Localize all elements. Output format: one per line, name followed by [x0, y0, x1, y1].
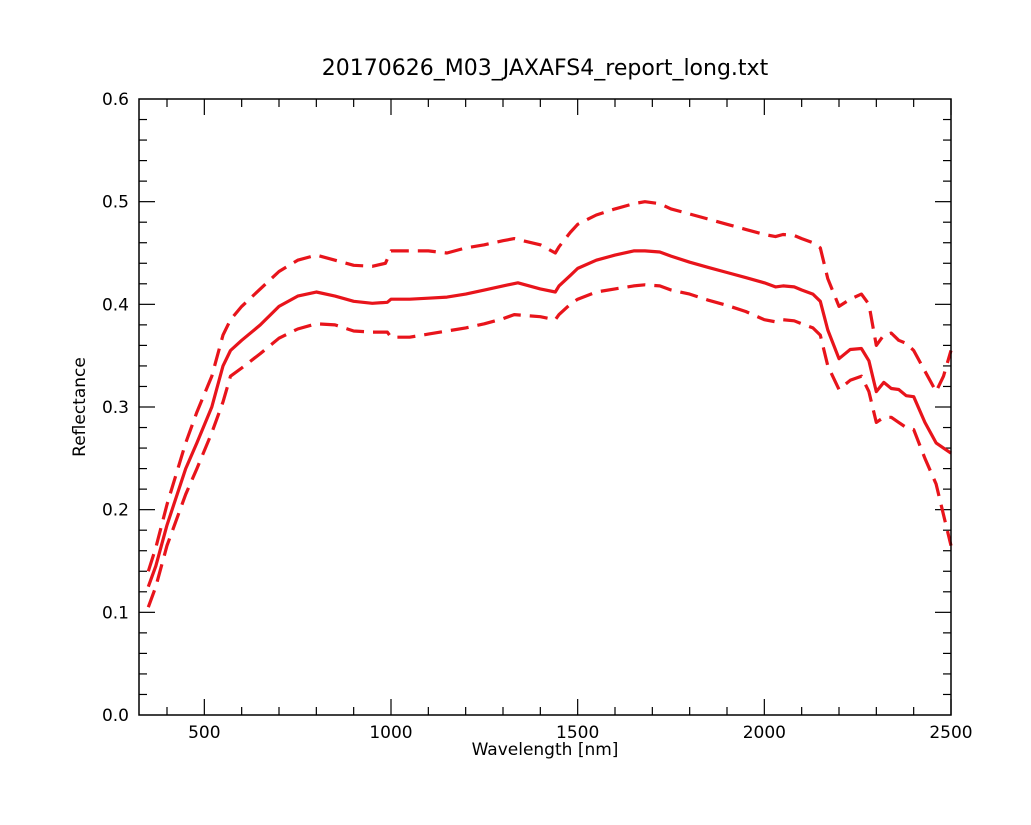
- y-tick-label: 0.6: [102, 90, 129, 110]
- y-tick-label: 0.5: [102, 193, 129, 213]
- x-tick-label: 500: [188, 723, 220, 743]
- plot-frame: [138, 98, 952, 716]
- x-tick-label: 2500: [929, 723, 972, 743]
- x-tick-label: 1500: [556, 723, 599, 743]
- y-axis-label: Reflectance: [70, 357, 90, 457]
- x-tick-label: 2000: [743, 723, 786, 743]
- series-group: [146, 200, 953, 608]
- series-line-lower-dashed: [146, 283, 953, 608]
- y-tick-label: 0.1: [102, 603, 129, 623]
- y-tick-label: 0.2: [102, 501, 129, 521]
- y-tick-label: 0.3: [102, 398, 129, 418]
- x-tick-label: 1000: [369, 723, 412, 743]
- series-line-mean: [146, 249, 952, 588]
- tick-labels: 500 1000 1500 2000 2500 0.0 0.1 0.2 0.3 0.4 0.5 0.6: [102, 90, 973, 743]
- y-tick-label: 0.4: [102, 295, 129, 315]
- y-tick-label: 0.0: [102, 706, 129, 726]
- series-line-upper-dashed: [146, 200, 953, 572]
- axis-ticks: [139, 99, 952, 715]
- x-axis-label: Wavelength [nm]: [472, 740, 619, 760]
- chart-title: 20170626_M03_JAXAFS4_report_long.txt: [322, 56, 769, 81]
